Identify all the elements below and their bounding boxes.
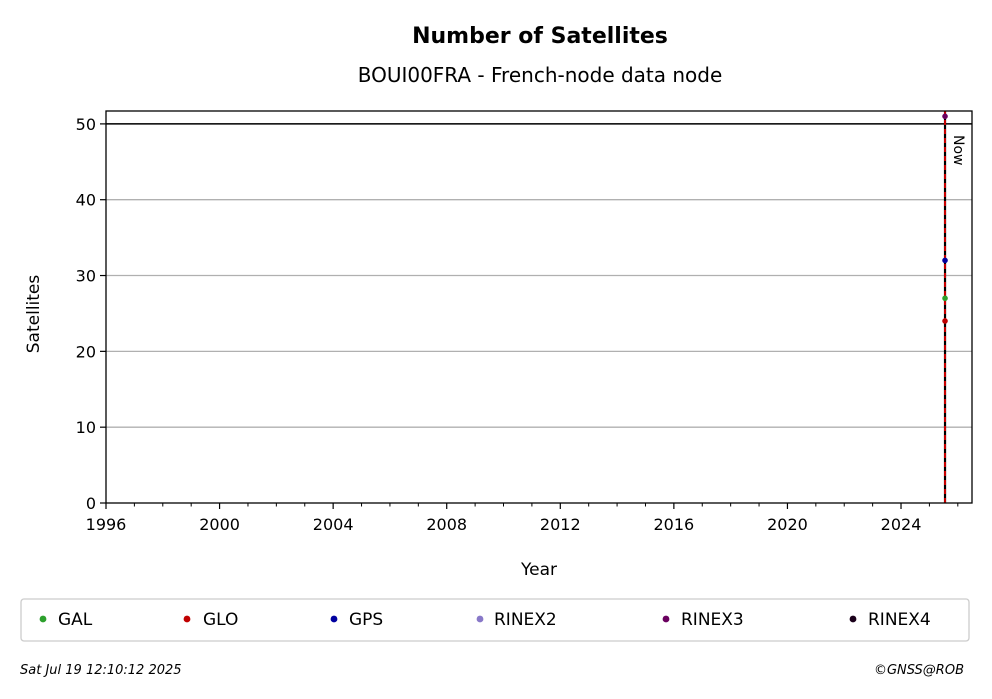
legend-label-gal: GAL — [58, 610, 93, 630]
legend-label-rinex3: RINEX3 — [681, 610, 744, 630]
x-tick-label-2024: 2024 — [881, 515, 922, 534]
y-tick-label-0: 0 — [86, 494, 96, 513]
legend-marker-rinex2 — [476, 615, 484, 623]
data-point-rinex3-0 — [942, 113, 948, 120]
grid-lines — [106, 123, 972, 428]
data-points — [942, 113, 948, 324]
y-tick-label-20: 20 — [76, 342, 96, 361]
y-axis-ticks: 0 10 20 30 40 50 — [76, 115, 106, 513]
legend-label-glo: GLO — [203, 610, 238, 630]
x-tick-label-2008: 2008 — [426, 515, 467, 534]
y-tick-label-40: 40 — [76, 191, 96, 210]
data-point-gal-0 — [942, 295, 948, 302]
legend: GAL GLO GPS RINEX2 RINEX3 RINEX4 — [39, 610, 931, 630]
x-tick-label-1996: 1996 — [86, 515, 127, 534]
footer-credit: ©GNSS@ROB — [874, 663, 964, 678]
y-axis-label: Satellites — [24, 275, 44, 354]
now-label: Now — [950, 135, 966, 166]
y-tick-label-10: 10 — [76, 418, 96, 437]
y-tick-label-30: 30 — [76, 267, 96, 286]
chart-subtitle: BOUI00FRA - French-node data node — [358, 63, 723, 87]
plot-frame — [105, 110, 973, 504]
legend-label-gps: GPS — [349, 610, 383, 630]
x-tick-label-2012: 2012 — [540, 515, 581, 534]
data-point-gps-0 — [942, 257, 948, 264]
legend-label-rinex4: RINEX4 — [868, 610, 931, 630]
legend-marker-gal — [39, 615, 47, 623]
data-point-glo-0 — [942, 318, 948, 324]
x-axis-label: Year — [520, 560, 557, 580]
y-tick-label-50: 50 — [76, 115, 96, 134]
footer-timestamp: Sat Jul 19 12:10:12 2025 — [20, 663, 182, 678]
x-tick-label-2004: 2004 — [313, 515, 354, 534]
x-axis-ticks: 1996 2000 2004 2008 2012 2016 2020 2024 — [86, 503, 959, 534]
x-tick-label-2016: 2016 — [654, 515, 695, 534]
legend-marker-rinex3 — [662, 615, 670, 623]
legend-marker-glo — [183, 615, 191, 623]
chart-title: Number of Satellites — [412, 24, 668, 49]
legend-box — [20, 598, 970, 642]
x-tick-label-2020: 2020 — [767, 515, 808, 534]
legend-marker-rinex4 — [849, 615, 857, 623]
x-tick-label-2000: 2000 — [199, 515, 240, 534]
legend-label-rinex2: RINEX2 — [494, 610, 557, 630]
reference-lines: Now — [106, 111, 972, 503]
legend-marker-gps — [330, 615, 338, 623]
